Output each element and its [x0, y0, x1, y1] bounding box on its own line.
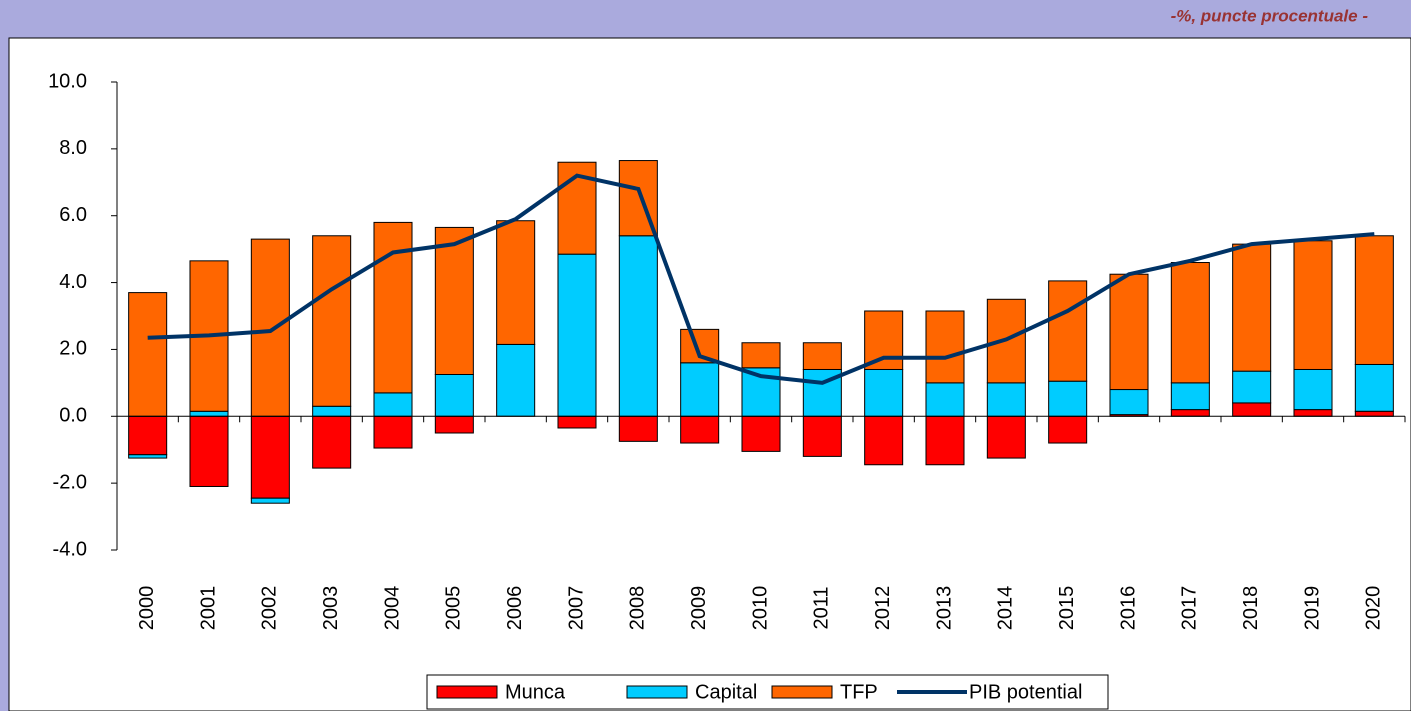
bar-segment	[618, 235, 658, 417]
bar-segment	[1170, 262, 1210, 384]
x-tick-label: 2017	[1179, 586, 1201, 631]
bar-segment	[1109, 273, 1149, 391]
bar-segment	[1232, 243, 1272, 372]
x-tick-label: 2002	[259, 586, 281, 631]
bar-segment	[189, 415, 229, 487]
bar-segment	[925, 310, 965, 384]
x-tick-label: 2005	[443, 586, 465, 631]
bar-segment	[925, 382, 965, 417]
bar-segment	[618, 415, 658, 442]
x-tick-label: 2007	[565, 586, 587, 631]
legend-swatch	[436, 685, 498, 699]
legend-swatch	[771, 685, 833, 699]
bar-segment	[1293, 368, 1333, 411]
bar-segment	[802, 415, 842, 457]
line-series	[147, 173, 1375, 385]
bar-segment	[434, 415, 474, 434]
bar-segment	[1109, 389, 1149, 416]
bar-segment	[128, 292, 168, 417]
bar-segment	[864, 310, 904, 370]
bar-segment	[312, 235, 352, 407]
x-tick-label: 2004	[381, 586, 403, 631]
bar-segment	[250, 415, 290, 499]
bar-segment	[1048, 415, 1088, 444]
x-tick-label: 2008	[627, 586, 649, 631]
y-tick-label: 8.0	[59, 137, 87, 159]
y-tick-label: -2.0	[53, 471, 87, 493]
bar-segment	[1354, 363, 1394, 412]
bar-segment	[680, 362, 720, 417]
legend-label: Munca	[505, 681, 566, 703]
bar-segment	[802, 342, 842, 370]
x-tick-label: 2019	[1301, 586, 1323, 631]
bar-segment	[373, 221, 413, 394]
bar-segment	[496, 220, 536, 345]
bar-segment	[986, 382, 1026, 417]
bar-segment	[250, 497, 290, 504]
bar-segment	[741, 415, 781, 452]
legend-swatch	[626, 685, 688, 699]
bar-segment	[557, 415, 597, 429]
legend-label: TFP	[840, 681, 878, 703]
legend-label: PIB potential	[969, 681, 1082, 703]
legend-label: Capital	[695, 681, 757, 703]
bar-segment	[1232, 402, 1272, 417]
bar-segment	[1354, 410, 1394, 417]
bar-segment	[250, 238, 290, 417]
bar-segment	[312, 405, 352, 417]
bar-segment	[373, 392, 413, 417]
x-tick-label: 2003	[320, 586, 342, 631]
bar-segment	[373, 415, 413, 449]
y-tick-label: 2.0	[59, 338, 87, 360]
x-tick-label: 2001	[197, 586, 219, 631]
y-tick-label: 4.0	[59, 271, 87, 293]
bar-segment	[1293, 409, 1333, 417]
x-tick-label: 2011	[811, 586, 833, 629]
bar-segment	[496, 343, 536, 417]
bar-segment	[312, 415, 352, 469]
y-tick-label: 10.0	[48, 70, 87, 92]
bar-segment	[434, 374, 474, 417]
x-tick-label: 2012	[872, 586, 894, 631]
subtitle: -%, puncte procentuale -	[1171, 6, 1369, 25]
x-tick-label: 2013	[933, 586, 955, 631]
bar-segment	[925, 415, 965, 466]
bar-segment	[1232, 370, 1272, 404]
bar-segment	[986, 415, 1026, 459]
bar-segment	[1170, 382, 1210, 411]
bar-segment	[434, 226, 474, 375]
x-tick-label: 2000	[136, 586, 158, 631]
bar-segment	[189, 410, 229, 417]
bar-segment	[1293, 240, 1333, 370]
bar-segment	[557, 253, 597, 417]
legend-box	[426, 674, 1109, 710]
bar-segment	[128, 415, 168, 456]
bar-segment	[1354, 235, 1394, 365]
bar-segment	[1170, 409, 1210, 417]
y-tick-label: 0.0	[59, 405, 87, 427]
x-tick-label: 2020	[1363, 586, 1385, 631]
bar-segment	[1048, 280, 1088, 382]
bar-segment	[864, 415, 904, 466]
y-tick-label: -4.0	[53, 538, 87, 560]
y-tick-label: 6.0	[59, 204, 87, 226]
x-tick-label: 2014	[995, 586, 1017, 631]
x-tick-label: 2015	[1056, 586, 1078, 631]
bar-segment	[1048, 380, 1088, 417]
x-tick-label: 2010	[749, 586, 771, 631]
bar-segment	[864, 368, 904, 417]
bar-segment	[680, 415, 720, 444]
bar-segment	[128, 454, 168, 459]
bar-segment	[741, 342, 781, 369]
x-tick-label: 2009	[688, 586, 710, 631]
x-tick-label: 2006	[504, 586, 526, 631]
x-tick-label: 2016	[1117, 586, 1139, 631]
x-tick-label: 2018	[1240, 586, 1262, 631]
